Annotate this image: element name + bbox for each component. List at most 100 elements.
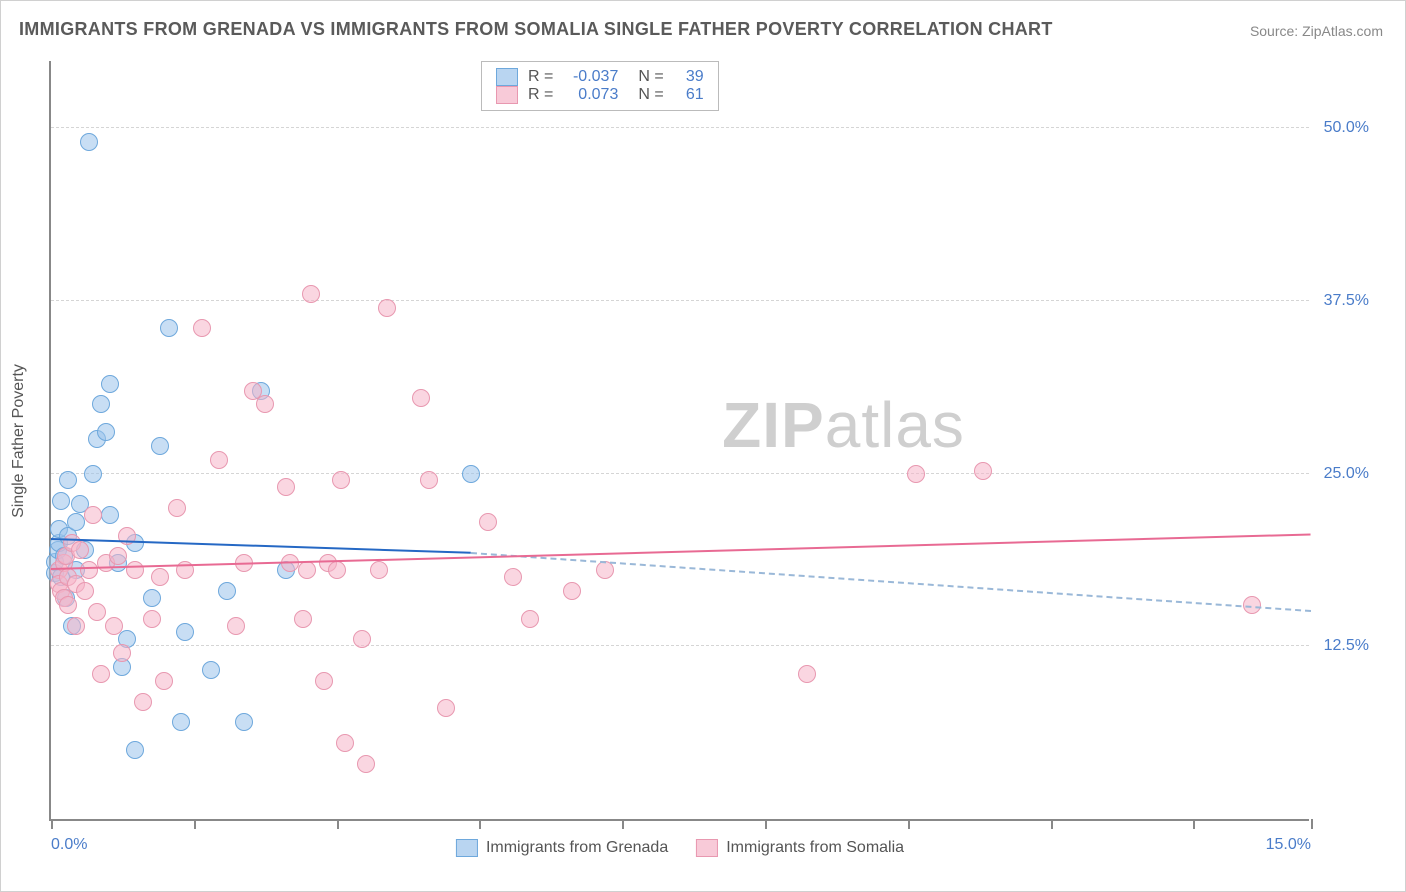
- n-value-grenada: 39: [674, 68, 704, 86]
- scatter-point-grenada: [101, 375, 119, 393]
- scatter-point-somalia: [80, 561, 98, 579]
- scatter-point-somalia: [974, 462, 992, 480]
- r-label: R =: [528, 68, 553, 86]
- scatter-point-somalia: [210, 451, 228, 469]
- scatter-point-somalia: [76, 582, 94, 600]
- xtick: [765, 819, 767, 829]
- n-value-somalia: 61: [674, 86, 704, 104]
- xtick-label: 0.0%: [51, 836, 87, 854]
- legend-row-grenada: R = -0.037 N = 39: [496, 68, 704, 86]
- watermark-bold: ZIP: [722, 389, 825, 461]
- scatter-point-grenada: [172, 713, 190, 731]
- scatter-point-somalia: [907, 465, 925, 483]
- scatter-point-grenada: [202, 661, 220, 679]
- plot-region: ZIPatlas R = -0.037 N = 39 R = 0.073 N =…: [49, 61, 1309, 821]
- scatter-point-somalia: [357, 755, 375, 773]
- scatter-point-somalia: [336, 734, 354, 752]
- scatter-point-somalia: [193, 319, 211, 337]
- xtick: [622, 819, 624, 829]
- scatter-point-somalia: [332, 471, 350, 489]
- scatter-point-somalia: [412, 389, 430, 407]
- xtick: [1193, 819, 1195, 829]
- swatch-blue-icon: [496, 68, 518, 86]
- chart-area: Single Father Poverty ZIPatlas R = -0.03…: [49, 61, 1369, 821]
- scatter-point-somalia: [479, 513, 497, 531]
- scatter-point-somalia: [155, 672, 173, 690]
- scatter-point-somalia: [353, 630, 371, 648]
- scatter-point-grenada: [52, 492, 70, 510]
- scatter-point-grenada: [176, 623, 194, 641]
- xtick: [479, 819, 481, 829]
- scatter-point-somalia: [134, 693, 152, 711]
- scatter-point-somalia: [88, 603, 106, 621]
- scatter-point-grenada: [151, 437, 169, 455]
- gridline: [51, 300, 1309, 301]
- scatter-point-somalia: [227, 617, 245, 635]
- swatch-pink-icon: [496, 86, 518, 104]
- scatter-point-somalia: [59, 596, 77, 614]
- n-label: N =: [638, 86, 663, 104]
- scatter-point-somalia: [596, 561, 614, 579]
- n-label: N =: [638, 68, 663, 86]
- watermark-light: atlas: [825, 389, 965, 461]
- r-value-grenada: -0.037: [563, 68, 618, 86]
- scatter-point-somalia: [370, 561, 388, 579]
- y-axis-label: Single Father Poverty: [10, 364, 28, 518]
- scatter-point-somalia: [302, 285, 320, 303]
- scatter-point-somalia: [798, 665, 816, 683]
- legend-label-somalia: Immigrants from Somalia: [726, 839, 904, 857]
- scatter-point-grenada: [218, 582, 236, 600]
- scatter-point-somalia: [298, 561, 316, 579]
- scatter-point-grenada: [462, 465, 480, 483]
- r-value-somalia: 0.073: [563, 86, 618, 104]
- scatter-point-grenada: [84, 465, 102, 483]
- legend-row-somalia: R = 0.073 N = 61: [496, 86, 704, 104]
- scatter-point-somalia: [67, 617, 85, 635]
- r-label: R =: [528, 86, 553, 104]
- series-legend: Immigrants from Grenada Immigrants from …: [456, 839, 904, 857]
- gridline: [51, 645, 1309, 646]
- scatter-point-grenada: [59, 471, 77, 489]
- gridline: [51, 473, 1309, 474]
- gridline: [51, 127, 1309, 128]
- scatter-point-somalia: [294, 610, 312, 628]
- scatter-point-somalia: [143, 610, 161, 628]
- swatch-pink-icon: [696, 839, 718, 857]
- xtick: [1051, 819, 1053, 829]
- scatter-point-somalia: [504, 568, 522, 586]
- scatter-point-somalia: [378, 299, 396, 317]
- watermark: ZIPatlas: [722, 388, 965, 462]
- scatter-point-grenada: [101, 506, 119, 524]
- scatter-point-somalia: [328, 561, 346, 579]
- scatter-point-somalia: [420, 471, 438, 489]
- xtick: [194, 819, 196, 829]
- ytick-label: 50.0%: [1314, 119, 1369, 137]
- chart-title: IMMIGRANTS FROM GRENADA VS IMMIGRANTS FR…: [19, 19, 1053, 40]
- ytick-label: 25.0%: [1314, 465, 1369, 483]
- xtick-label: 15.0%: [1266, 836, 1311, 854]
- scatter-point-grenada: [97, 423, 115, 441]
- scatter-point-somalia: [277, 478, 295, 496]
- scatter-point-somalia: [109, 547, 127, 565]
- legend-label-grenada: Immigrants from Grenada: [486, 839, 668, 857]
- scatter-point-somalia: [105, 617, 123, 635]
- scatter-point-grenada: [160, 319, 178, 337]
- correlation-legend: R = -0.037 N = 39 R = 0.073 N = 61: [481, 61, 719, 111]
- scatter-point-grenada: [92, 395, 110, 413]
- xtick: [51, 819, 53, 829]
- scatter-point-somalia: [521, 610, 539, 628]
- scatter-point-grenada: [143, 589, 161, 607]
- chart-container: IMMIGRANTS FROM GRENADA VS IMMIGRANTS FR…: [0, 0, 1406, 892]
- scatter-point-somalia: [151, 568, 169, 586]
- scatter-point-somalia: [92, 665, 110, 683]
- xtick: [1311, 819, 1313, 829]
- swatch-blue-icon: [456, 839, 478, 857]
- scatter-point-somalia: [168, 499, 186, 517]
- scatter-point-somalia: [71, 541, 89, 559]
- legend-item-grenada: Immigrants from Grenada: [456, 839, 668, 857]
- scatter-point-somalia: [256, 395, 274, 413]
- xtick: [337, 819, 339, 829]
- scatter-point-somalia: [113, 644, 131, 662]
- scatter-point-somalia: [84, 506, 102, 524]
- scatter-point-somalia: [437, 699, 455, 717]
